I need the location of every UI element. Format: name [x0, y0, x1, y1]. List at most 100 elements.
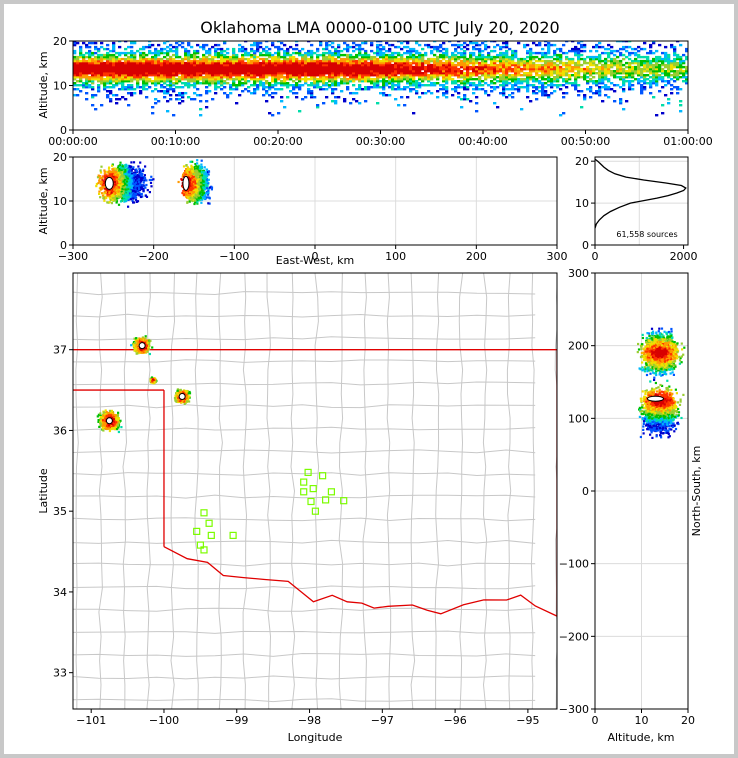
plan-view-y-ticks: 33 34 35 36 37	[53, 344, 73, 680]
north-south-y-ticks: −300 −200 −100 0 100 200 300	[559, 267, 595, 716]
north-south-x-ticks: 0 10 20	[592, 709, 695, 727]
east-west-x-ticks: −300 −200 −100 0 100 200 300	[58, 245, 568, 263]
north-south-tick-label: −100	[559, 558, 589, 571]
time-height-panel: 00:00:00 00:10:00 00:20:00 00:30:00 00:40:00…	[37, 35, 713, 148]
altitude-tick-label: 10	[635, 714, 649, 727]
histogram-tick-label: 2000	[670, 250, 698, 263]
north-south-tick-label: 200	[568, 340, 589, 353]
histogram-y-ticks: 0 10 20	[575, 155, 595, 252]
station-marker	[300, 488, 308, 496]
time-height-density	[73, 41, 688, 117]
east-west-tick-label: −100	[219, 250, 249, 263]
north-south-ylabel: North-South, km	[690, 446, 703, 537]
station-marker	[327, 488, 335, 496]
plan-view-frame	[72, 272, 558, 710]
longitude-tick-label: −97	[371, 714, 394, 727]
longitude-tick-label: −95	[516, 714, 539, 727]
plan-view-x-ticks: −101 −100 −99 −98 −97 −96 −95	[76, 709, 539, 727]
east-west-xlabel: East-West, km	[276, 254, 354, 267]
histogram-tick-label: 0	[592, 250, 599, 263]
east-west-tick-label: −300	[58, 250, 88, 263]
time-height-ylabel: Altitude, km	[37, 51, 50, 118]
station-marker	[319, 472, 327, 480]
station-marker	[200, 509, 208, 517]
east-west-y-ticks: 0 10 20	[53, 151, 73, 252]
histogram-x-ticks: 0 2000	[592, 245, 698, 263]
north-south-xlabel: Altitude, km	[607, 731, 674, 744]
altitude-tick-label: 0	[592, 714, 599, 727]
longitude-tick-label: −99	[225, 714, 248, 727]
time-tick-label: 01:00:00	[663, 135, 712, 148]
east-west-grid	[73, 157, 557, 245]
north-south-panel: 0 10 20 −300 −200 −100 0 100 200 300 Altitude, k…	[559, 267, 703, 744]
station-marker	[200, 546, 208, 554]
time-tick-label: 00:20:00	[253, 135, 302, 148]
station-marker	[307, 497, 315, 506]
longitude-tick-label: −96	[443, 714, 466, 727]
plan-view-density	[96, 335, 192, 434]
altitude-tick-label: 20	[681, 714, 695, 727]
station-marker	[196, 541, 204, 549]
histogram-altitude-tick: 10	[575, 197, 589, 210]
altitude-profile-line	[595, 158, 687, 229]
time-tick-label: 00:40:00	[458, 135, 507, 148]
time-height-y-ticks: 0 10 20	[53, 35, 73, 137]
altitude-tick-label: 10	[53, 195, 67, 208]
station-marker	[340, 497, 348, 505]
county-boundaries	[73, 273, 557, 709]
altitude-tick-label: 20	[53, 151, 67, 164]
east-west-panel: −300 −200 −100 0 100 200 300 0 10 20 East-West, …	[37, 151, 568, 267]
east-west-tick-label: 300	[547, 250, 568, 263]
east-west-tick-label: 200	[466, 250, 487, 263]
lma-stations	[193, 468, 348, 554]
longitude-tick-label: −101	[76, 714, 106, 727]
time-tick-label: 00:50:00	[561, 135, 610, 148]
station-marker	[309, 485, 317, 493]
station-marker	[207, 531, 215, 540]
plan-view-xlabel: Longitude	[288, 731, 343, 744]
histogram-altitude-tick: 20	[575, 155, 589, 168]
east-west-ylabel: Altitude, km	[37, 167, 50, 234]
plan-view-ylabel: Latitude	[37, 468, 50, 514]
altitude-tick-label: 10	[53, 80, 67, 93]
time-tick-label: 00:30:00	[356, 135, 405, 148]
latitude-tick-label: 34	[53, 586, 67, 599]
altitude-tick-label: 0	[60, 124, 67, 137]
altitude-tick-label: 0	[60, 239, 67, 252]
histogram-frame	[594, 156, 689, 246]
time-tick-label: 00:10:00	[151, 135, 200, 148]
north-south-grid	[595, 273, 688, 709]
altitude-histogram-panel: 0 2000 0 10 20 61,558 sources	[575, 155, 698, 263]
longitude-tick-label: −98	[298, 714, 321, 727]
station-marker	[205, 519, 213, 527]
north-south-tick-label: 300	[568, 267, 589, 280]
latitude-tick-label: 33	[53, 667, 67, 680]
state-border	[73, 349, 557, 617]
station-marker	[300, 478, 308, 486]
north-south-tick-label: 100	[568, 412, 589, 425]
north-south-tick-label: −300	[559, 703, 589, 716]
north-south-tick-label: 0	[582, 485, 589, 498]
station-marker	[304, 468, 312, 476]
time-height-x-ticks: 00:00:00 00:10:00 00:20:00 00:30:00 00:40:00…	[48, 130, 713, 148]
latitude-tick-label: 37	[53, 344, 67, 357]
longitude-tick-label: −100	[149, 714, 179, 727]
east-west-tick-label: 0	[312, 250, 319, 263]
time-tick-label: 00:00:00	[48, 135, 97, 148]
lma-figure: Oklahoma LMA 0000-0100 UTC July 20, 2020…	[4, 4, 734, 754]
station-marker	[229, 531, 237, 540]
station-marker	[193, 527, 201, 536]
source-count-label: 61,558 sources	[616, 230, 677, 239]
altitude-tick-label: 20	[53, 35, 67, 48]
figure-title: Oklahoma LMA 0000-0100 UTC July 20, 2020	[200, 18, 559, 37]
latitude-tick-label: 35	[53, 505, 67, 518]
east-west-tick-label: 100	[385, 250, 406, 263]
east-west-tick-label: −200	[139, 250, 169, 263]
plan-view-panel: −101 −100 −99 −98 −97 −96 −95 33 34 35 36 37 Longi…	[37, 272, 558, 744]
histogram-altitude-tick: 0	[582, 239, 589, 252]
latitude-tick-label: 36	[53, 424, 67, 437]
north-south-density	[636, 327, 686, 439]
east-west-density	[95, 159, 214, 208]
north-south-tick-label: −200	[559, 630, 589, 643]
station-marker	[322, 496, 330, 504]
